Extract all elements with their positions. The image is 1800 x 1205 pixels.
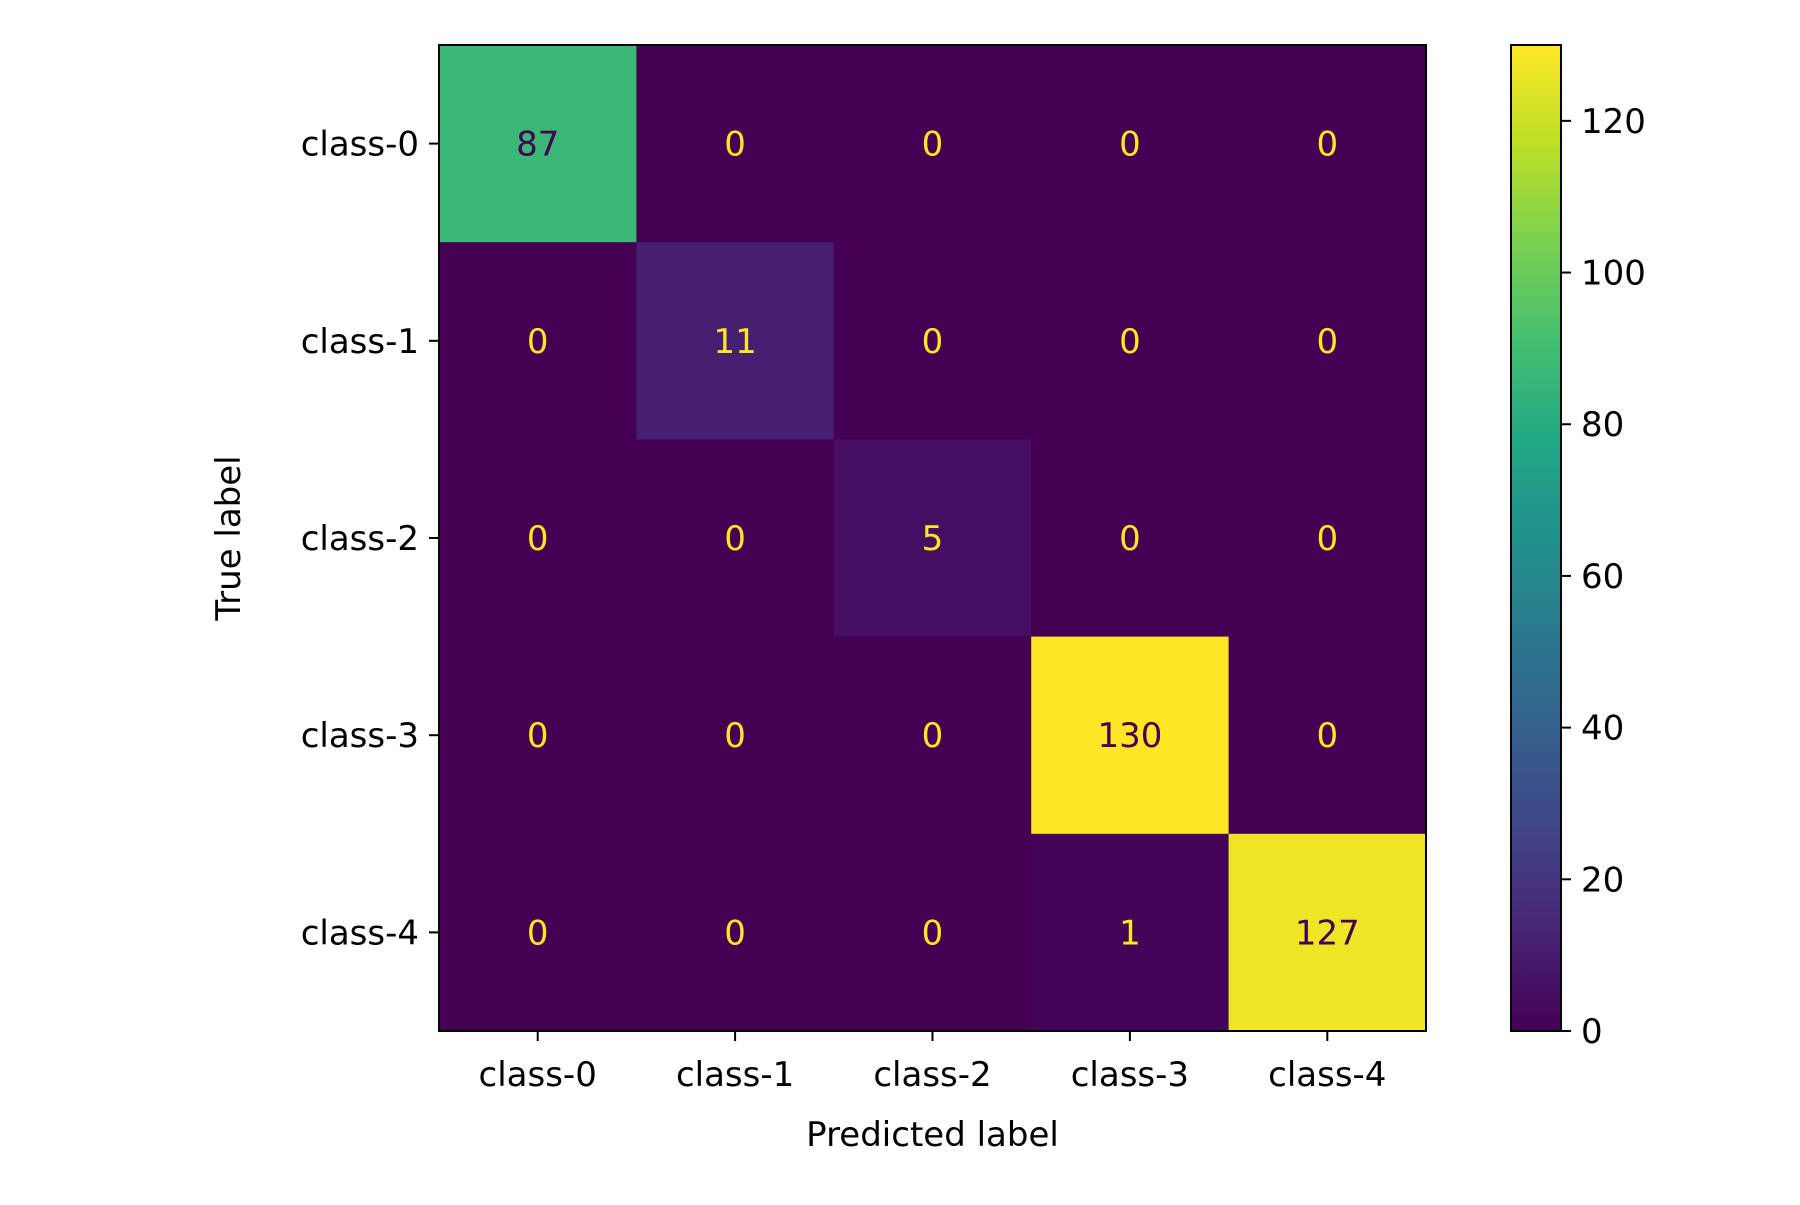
cell-value-r2-c3: 0 [1119,519,1141,559]
heatmap-cell-r0-c0 [439,45,637,243]
heatmap-cells [439,45,1427,1032]
x-tick-label-0: class-0 [479,1055,597,1095]
x-tick-label-2: class-2 [873,1055,991,1095]
cell-value-r4-c2: 0 [922,913,944,953]
cell-value-r1-c2: 0 [922,322,944,362]
x-axis-label: Predicted label [806,1115,1059,1155]
colorbar-tick-label-5: 100 [1581,254,1646,294]
colorbar-tick-label-3: 60 [1581,557,1624,597]
cell-value-r2-c0: 0 [527,519,549,559]
cell-value-r0-c3: 0 [1119,125,1141,165]
cell-value-r3-c1: 0 [724,716,746,756]
heatmap-cell-r4-c3 [1031,833,1230,1032]
heatmap-cell-r1-c1 [636,242,835,440]
heatmap-cell-r3-c0 [439,636,637,835]
heatmap-cell-r3-c3 [1031,636,1230,835]
cell-value-r3-c4: 0 [1316,716,1338,756]
x-tick-label-1: class-1 [676,1055,794,1095]
heatmap-cell-r3-c2 [833,636,1032,835]
colorbar-tick-label-1: 20 [1581,860,1624,900]
heatmap-cell-r3-c4 [1228,636,1427,835]
heatmap-cell-r4-c4 [1228,833,1427,1032]
cell-value-r3-c3: 130 [1097,716,1162,756]
cell-value-r0-c2: 0 [922,125,944,165]
y-tick-label-1: class-1 [301,322,419,362]
cell-value-r3-c0: 0 [527,716,549,756]
colorbar-tick-label-6: 120 [1581,102,1646,142]
y-axis-ticks: class-0 class-1 class-2 class-3 class-4 [301,125,439,953]
heatmap-cell-r1-c2 [833,242,1032,440]
cell-value-r4-c0: 0 [527,913,549,953]
cell-value-r1-c1: 11 [713,322,756,362]
heatmap-cell-r2-c2 [833,439,1032,638]
heatmap-cell-r0-c3 [1031,45,1230,243]
cell-value-r2-c2: 5 [922,519,944,559]
colorbar [1511,45,1561,1031]
cell-value-r0-c4: 0 [1316,125,1338,165]
colorbar-tick-label-0: 0 [1581,1012,1603,1052]
cell-value-r1-c0: 0 [527,322,549,362]
cell-value-r1-c3: 0 [1119,322,1141,362]
y-tick-label-3: class-3 [301,716,419,756]
heatmap-cell-r4-c2 [833,833,1032,1032]
y-tick-label-0: class-0 [301,125,419,165]
colorbar-tick-label-2: 40 [1581,709,1624,749]
heatmap-cell-r0-c2 [833,45,1032,243]
heatmap-cell-r1-c3 [1031,242,1230,440]
heatmap-cell-r4-c0 [439,833,637,1032]
cell-value-r0-c1: 0 [724,125,746,165]
cell-value-r0-c0: 87 [516,125,559,165]
heatmap-cell-r2-c3 [1031,439,1230,638]
heatmap-cell-r1-c0 [439,242,637,440]
heatmap-cell-r0-c1 [636,45,835,243]
cell-value-r4-c3: 1 [1119,913,1141,953]
cell-value-r3-c2: 0 [922,716,944,756]
colorbar-tick-label-4: 80 [1581,405,1624,445]
cell-value-r4-c4: 127 [1295,913,1360,953]
cell-value-r4-c1: 0 [724,913,746,953]
x-axis-ticks: class-0 class-1 class-2 class-3 class-4 [479,1031,1386,1095]
heatmap-cell-r3-c1 [636,636,835,835]
colorbar-ticks: 0 20 40 60 80 100 120 [1561,102,1646,1052]
cell-value-r1-c4: 0 [1316,322,1338,362]
heatmap-cell-r4-c1 [636,833,835,1032]
cell-value-r2-c4: 0 [1316,519,1338,559]
y-tick-label-2: class-2 [301,519,419,559]
heatmap-cell-r2-c0 [439,439,637,638]
heatmap-cell-r2-c4 [1228,439,1427,638]
y-axis-label: True label [209,455,249,621]
cell-value-r2-c1: 0 [724,519,746,559]
x-tick-label-4: class-4 [1268,1055,1386,1095]
heatmap-cell-r1-c4 [1228,242,1427,440]
colorbar-frame [1510,44,1562,1032]
x-tick-label-3: class-3 [1071,1055,1189,1095]
cell-labels: 87 0 0 0 0 0 11 0 0 0 0 0 5 0 0 0 0 0 130 0 0 0 0 1 127 [516,125,1360,954]
heatmap-cell-r0-c4 [1228,45,1427,243]
heatmap-cell-r2-c1 [636,439,835,638]
y-tick-label-4: class-4 [301,913,419,953]
